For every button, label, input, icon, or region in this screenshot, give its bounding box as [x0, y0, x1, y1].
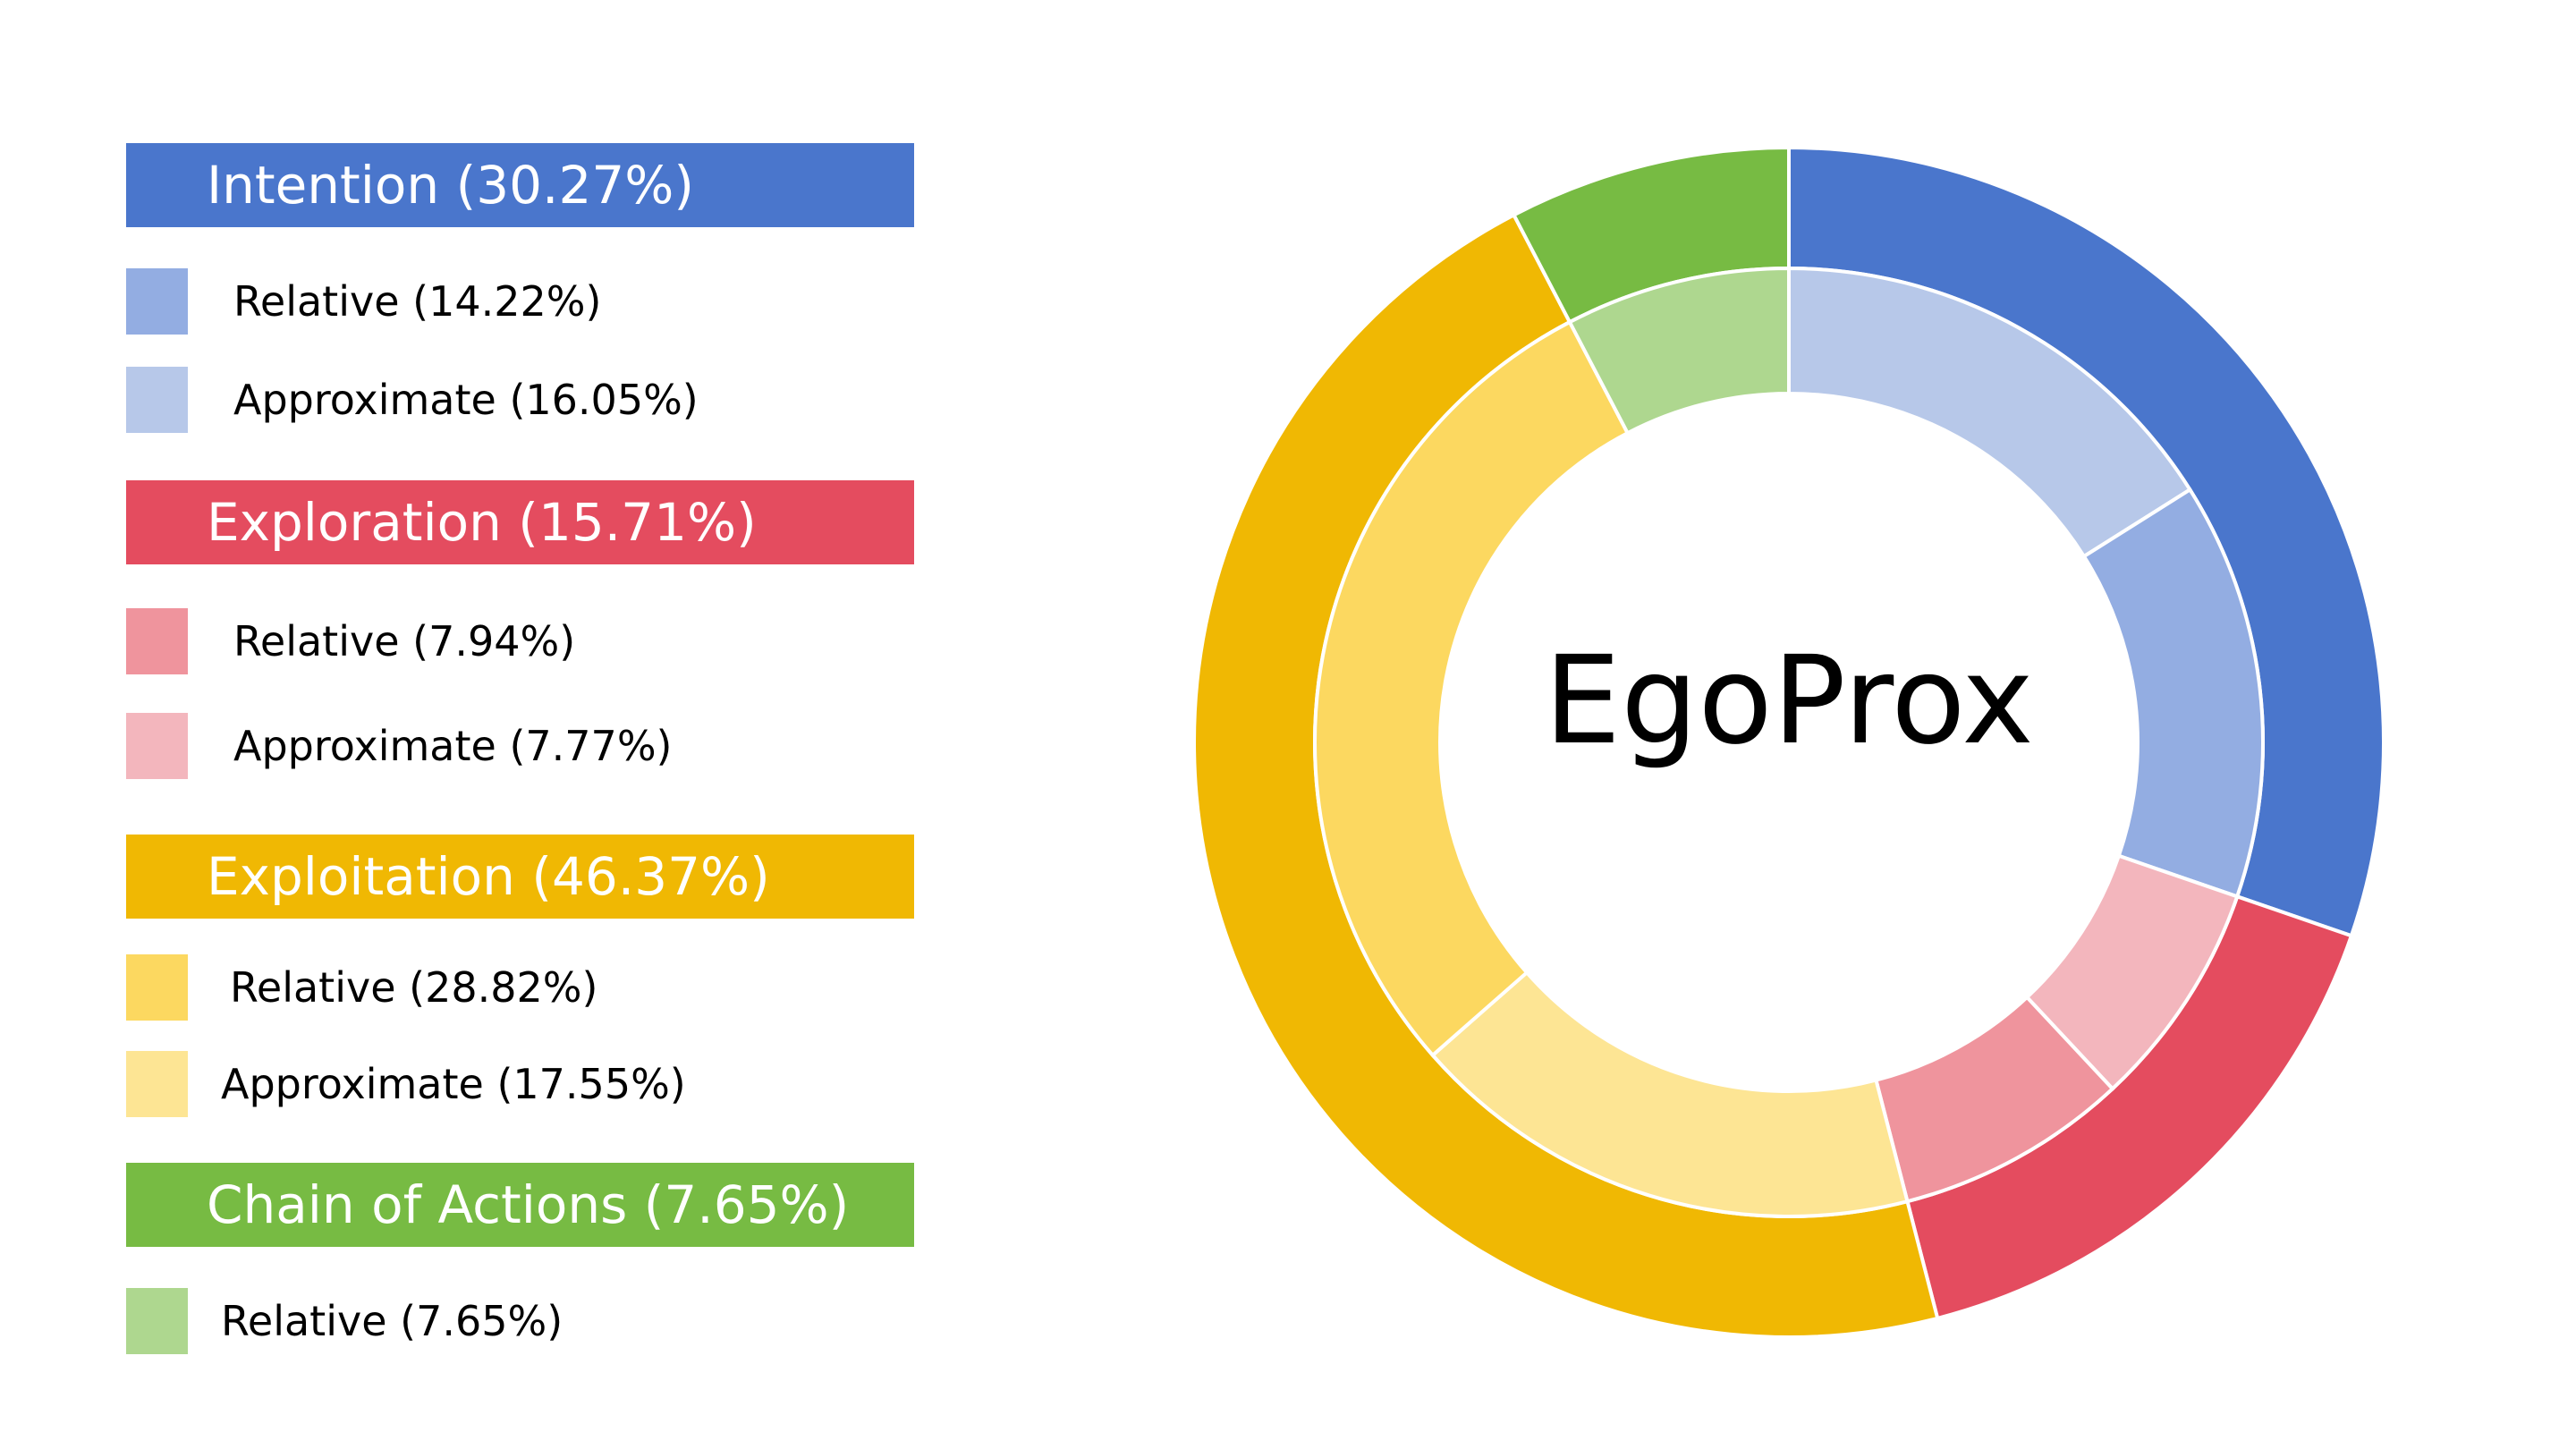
legend-category-chain-of-actions: Chain of Actions (7.65%) [126, 1163, 914, 1247]
legend-swatch [126, 713, 188, 779]
legend-item-label: Relative (28.82%) [230, 963, 598, 1012]
legend-category-exploitation: Exploitation (46.37%) [126, 835, 914, 919]
legend-swatch [126, 1051, 188, 1117]
legend-item-label: Approximate (17.55%) [221, 1060, 686, 1108]
legend-item-label: Relative (7.94%) [233, 617, 576, 665]
legend-swatch [126, 1288, 188, 1354]
chart-title: EgoProx [1544, 631, 2034, 772]
chart-legend: Intention (30.27%) Relative (14.22%) Appro… [0, 0, 984, 1449]
inner-slice-chain-of-actions-relative [1567, 266, 1791, 436]
inner-ring [1313, 266, 2265, 1218]
legend-item-label: Relative (7.65%) [221, 1297, 564, 1345]
donut-chart: EgoProx [1191, 145, 2385, 1339]
legend-item-label: Approximate (16.05%) [233, 376, 699, 424]
legend-swatch [126, 367, 188, 433]
legend-item-label: Approximate (7.77%) [233, 722, 673, 770]
legend-category-exploration: Exploration (15.71%) [126, 480, 914, 564]
legend-swatch [126, 954, 188, 1021]
legend-category-intention: Intention (30.27%) [126, 143, 914, 227]
inner-slice-exploitation-relative [1313, 319, 1631, 1058]
legend-swatch [126, 608, 188, 674]
legend-swatch [126, 268, 188, 335]
legend-item-label: Relative (14.22%) [233, 277, 602, 326]
outer-ring [1191, 145, 2385, 1339]
